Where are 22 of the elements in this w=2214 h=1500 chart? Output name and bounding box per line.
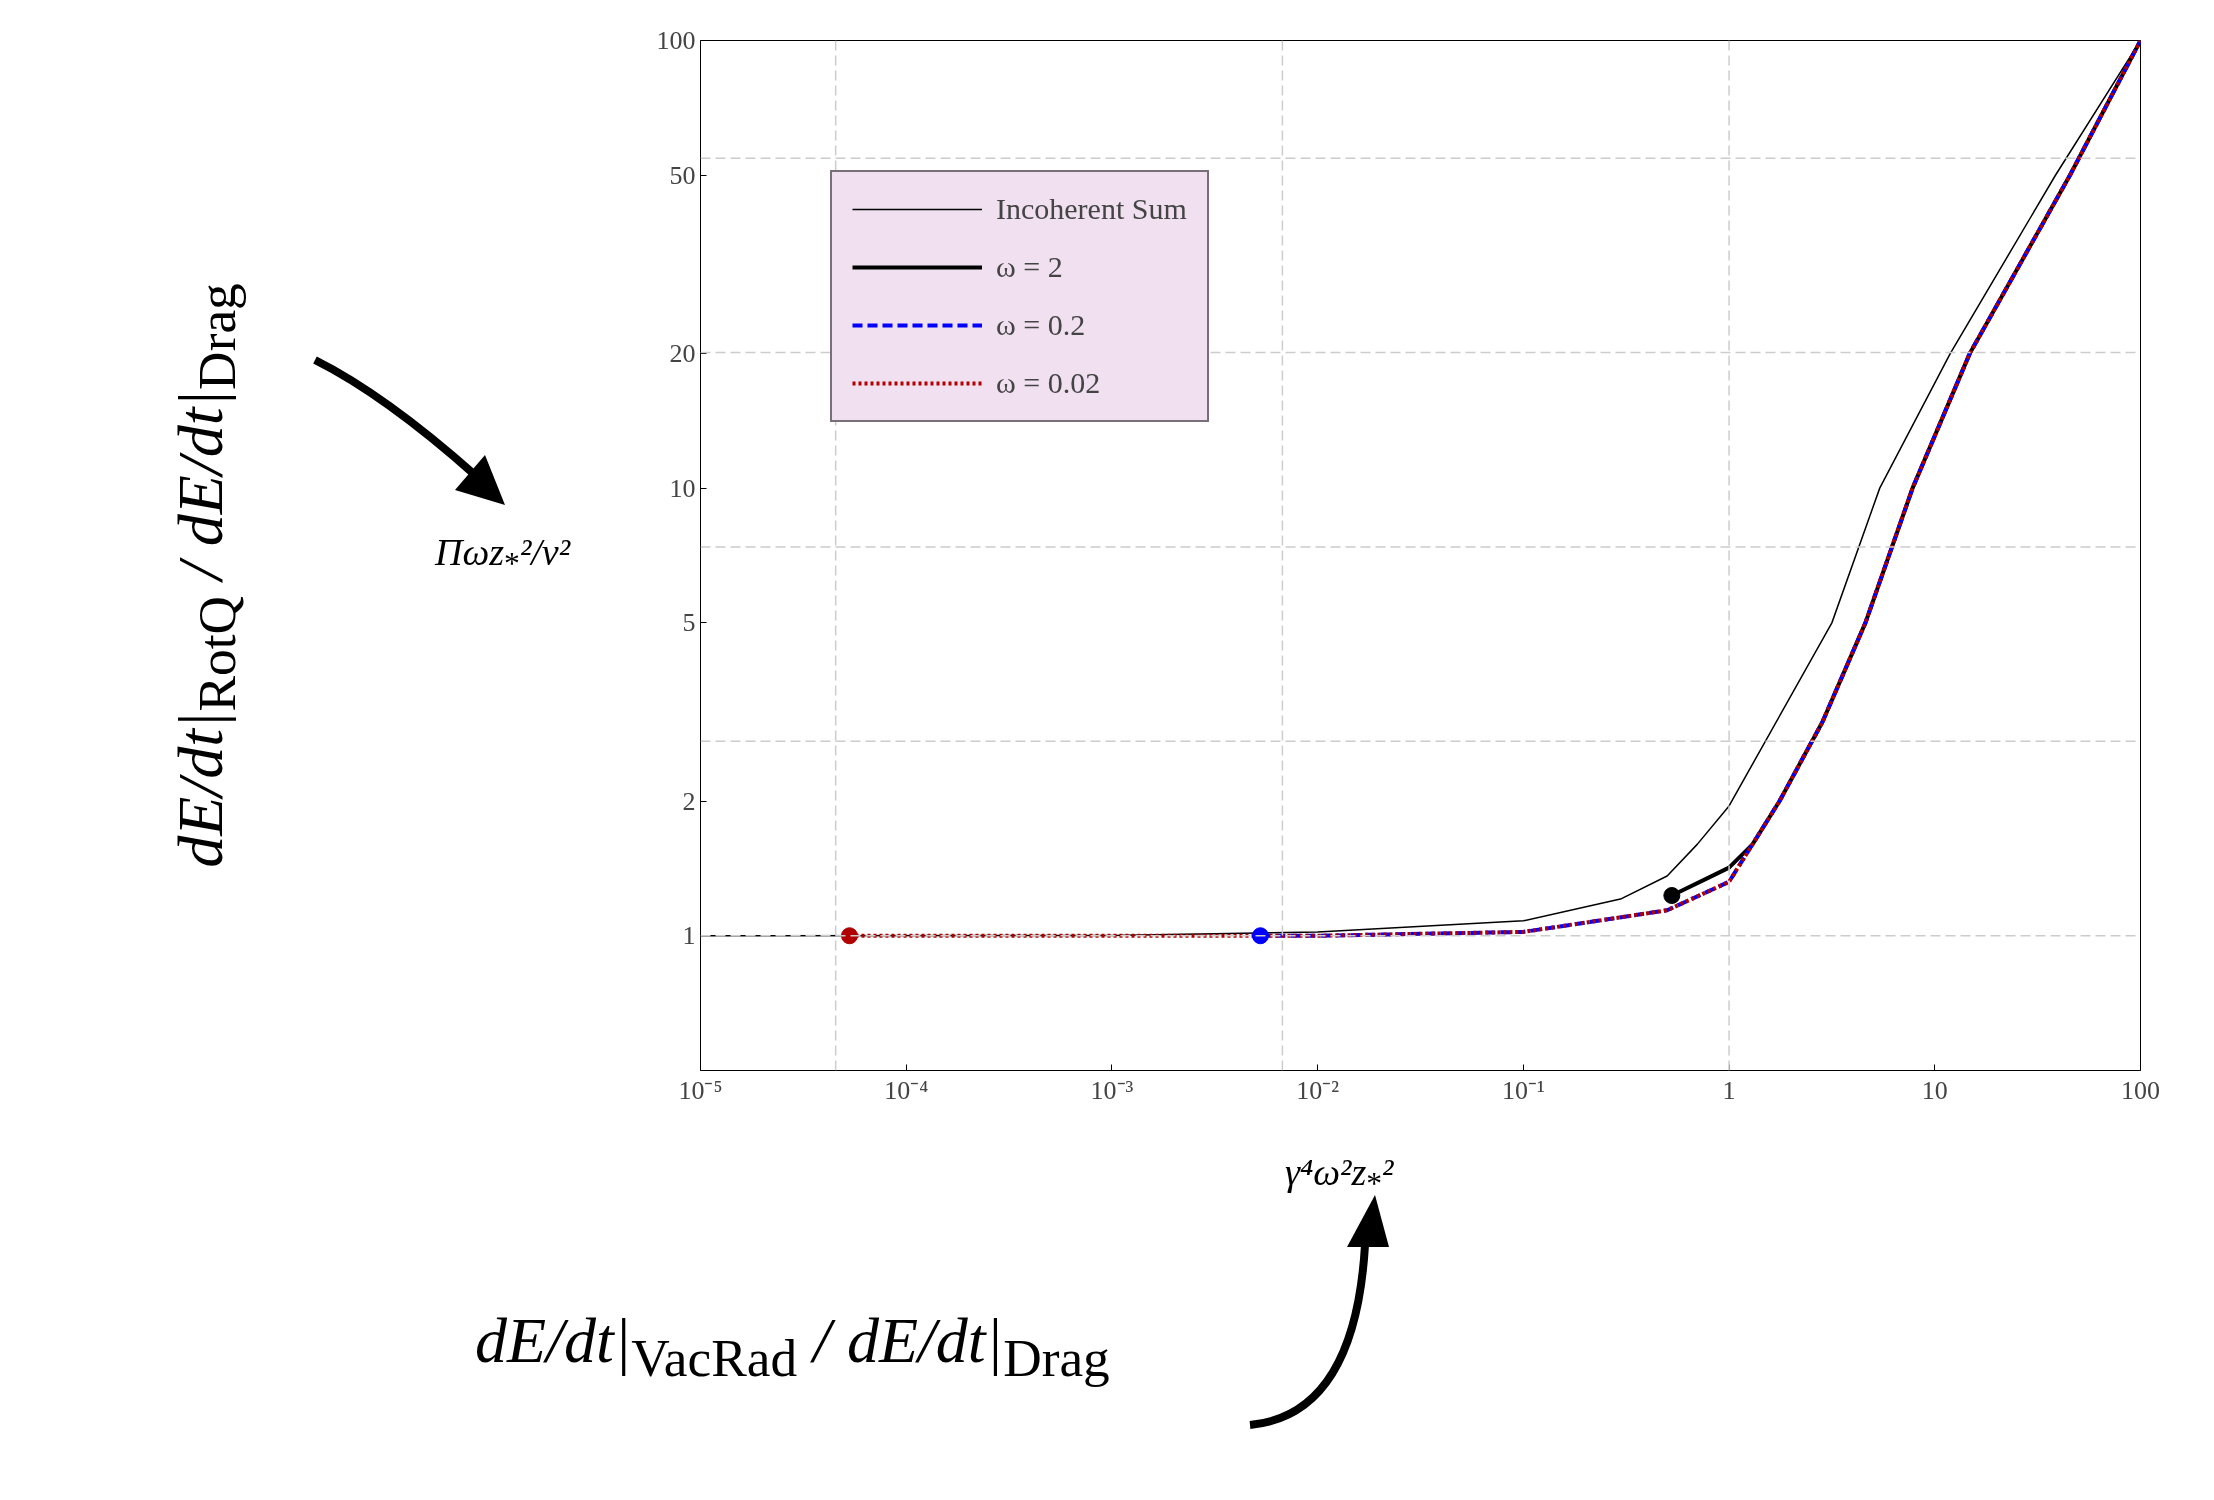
y-tick-label: 5	[682, 608, 696, 638]
legend-label: ω = 0.2	[996, 308, 1086, 342]
x-axis-title: γ⁴ω²z$_{*}$²	[1285, 1150, 1394, 1203]
x-tick-label: 1	[1722, 1075, 1736, 1105]
x-tick-label: 10⁻⁴	[884, 1075, 929, 1105]
x-tick-label: 10⁻³	[1090, 1075, 1134, 1105]
legend-label: ω = 2	[996, 250, 1063, 284]
legend-label: ω = 0.02	[996, 366, 1101, 400]
x-tick-label: 10	[1921, 1075, 1948, 1105]
x-tick-label: 10⁻¹	[1501, 1075, 1545, 1105]
y-axis-title: Πωz$_{*}$²/v²	[435, 531, 571, 581]
text: dE/dt|$_{VacRad}$ / dE/dt|$_{Drag}$	[475, 1305, 1110, 1388]
x-tick-label: 100	[2121, 1075, 2160, 1105]
y-tick-label: 10	[669, 473, 696, 503]
x-tick-label: 10⁻²	[1296, 1075, 1340, 1105]
y-tick-label: 100	[656, 26, 696, 55]
y-tick-label: 50	[669, 160, 696, 190]
legend-label: Incoherent Sum	[996, 192, 1187, 226]
y-tick-label: 1	[682, 921, 696, 951]
x-tick-label: 10⁻⁵	[678, 1075, 723, 1105]
y-tick-label: 2	[682, 786, 696, 816]
y-tick-label: 20	[669, 338, 696, 368]
